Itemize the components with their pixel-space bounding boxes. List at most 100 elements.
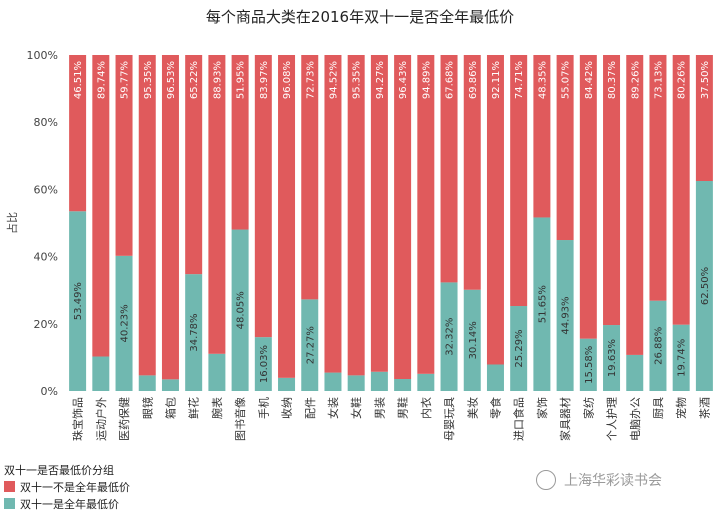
- x-tick-label: 运动户外: [94, 397, 108, 441]
- bar-segment-not-lowest: [417, 55, 435, 374]
- y-tick-label: 100%: [27, 49, 58, 62]
- legend-item-lowest: 双十一是全年最低价: [4, 495, 130, 512]
- bar-segment-not-lowest: [579, 55, 597, 339]
- bar-segment-not-lowest: [278, 55, 296, 378]
- bar-segment-lowest: [463, 289, 481, 391]
- bar-segment-lowest: [579, 338, 597, 391]
- bar-segment-not-lowest: [69, 55, 87, 212]
- bar-segment-lowest: [486, 364, 504, 391]
- bar-segment-not-lowest: [463, 55, 481, 290]
- data-label: 44.93%: [561, 296, 572, 334]
- data-label: 94.52%: [328, 61, 339, 99]
- x-tick-label: 眼镜: [140, 397, 154, 419]
- bar-segment-lowest: [626, 354, 644, 391]
- bar-segment-not-lowest: [347, 55, 365, 376]
- data-label: 94.27%: [375, 61, 386, 99]
- bar-segment-lowest: [161, 379, 179, 391]
- data-label: 48.35%: [537, 61, 548, 99]
- bar-segment-not-lowest: [533, 55, 551, 218]
- bar-segment-lowest: [208, 353, 226, 391]
- data-label: 53.49%: [73, 282, 84, 320]
- data-label: 83.97%: [259, 61, 270, 99]
- legend-title: 双十一是否最低价分组: [4, 464, 114, 477]
- bar-segment-lowest: [185, 274, 203, 391]
- x-tick-label: 厨具: [652, 397, 665, 419]
- y-tick-label: 0%: [41, 385, 58, 398]
- data-label: 88.93%: [212, 61, 223, 99]
- data-label: 80.26%: [677, 61, 688, 99]
- bar-segment-lowest: [92, 356, 110, 391]
- data-label: 59.77%: [120, 61, 131, 99]
- x-tick-label: 家纺: [581, 397, 595, 419]
- data-label: 67.68%: [445, 61, 456, 99]
- bar-segment-not-lowest: [185, 55, 203, 275]
- data-label: 92.11%: [491, 61, 502, 99]
- bar-segment-not-lowest: [231, 55, 249, 230]
- data-label: 25.29%: [514, 329, 525, 367]
- bar-segment-not-lowest: [301, 55, 319, 300]
- data-label: 73.13%: [653, 61, 664, 99]
- bar-segment-not-lowest: [138, 55, 156, 376]
- data-label: 96.43%: [398, 61, 409, 99]
- x-tick-label: 配件: [304, 397, 317, 419]
- bar-segment-not-lowest: [370, 55, 388, 372]
- bar-segment-lowest: [417, 373, 435, 391]
- legend-label: 双十一是全年最低价: [20, 497, 119, 511]
- bar-segment-lowest: [556, 240, 574, 391]
- bar-segment-lowest: [533, 217, 551, 391]
- bar-segment-lowest: [672, 324, 690, 391]
- data-label: 51.65%: [537, 285, 548, 323]
- bar-segment-lowest: [301, 299, 319, 391]
- data-label: 96.08%: [282, 61, 293, 99]
- bar-segment-lowest: [254, 337, 272, 391]
- data-label: 30.14%: [468, 321, 479, 359]
- chart-title: 每个商品大类在2016年双十一是否全年最低价: [205, 8, 515, 26]
- x-tick-label: 内衣: [419, 397, 433, 419]
- x-tick-label: 医药保健: [117, 397, 131, 441]
- data-label: 94.89%: [421, 61, 432, 99]
- data-label: 19.63%: [607, 339, 618, 377]
- data-label: 55.07%: [561, 61, 572, 99]
- x-tick-label: 家饰: [535, 397, 549, 419]
- y-tick-label: 60%: [34, 183, 58, 196]
- data-label: 26.88%: [653, 327, 664, 365]
- bar-segment-not-lowest: [208, 55, 226, 354]
- data-label: 65.22%: [189, 61, 200, 99]
- bar-segment-lowest: [440, 282, 458, 391]
- bar-segment-not-lowest: [324, 55, 342, 373]
- x-tick-label: 箱包: [163, 397, 177, 419]
- data-label: 48.05%: [236, 291, 247, 329]
- x-tick-label: 宠物: [674, 397, 688, 419]
- data-label: 69.86%: [468, 61, 479, 99]
- data-label: 34.78%: [189, 313, 200, 351]
- data-label: 84.42%: [584, 61, 595, 99]
- data-label: 15.58%: [584, 346, 595, 384]
- bar-segment-lowest: [370, 371, 388, 391]
- data-label: 62.50%: [700, 267, 711, 305]
- x-tick-label: 进口食品: [512, 397, 526, 441]
- bar-segment-lowest: [347, 375, 365, 391]
- bar-segment-lowest: [324, 372, 342, 391]
- x-tick-label: 珠宝饰品: [71, 397, 85, 441]
- bar-segment-not-lowest: [394, 55, 412, 380]
- x-tick-label: 图书音像: [233, 397, 247, 441]
- bar-segment-lowest: [138, 375, 156, 391]
- x-tick-label: 腕表: [210, 397, 224, 419]
- bar-segment-not-lowest: [92, 55, 110, 357]
- data-label: 95.35%: [143, 61, 154, 99]
- legend-label: 双十一不是全年最低价: [20, 480, 130, 494]
- watermark: 上海华彩读书会: [536, 470, 662, 490]
- data-label: 95.35%: [352, 61, 363, 99]
- x-tick-label: 男装: [373, 397, 386, 419]
- bar-segment-not-lowest: [486, 55, 504, 365]
- x-tick-label: 手机: [256, 397, 270, 419]
- bar-segment-not-lowest: [603, 55, 621, 326]
- x-tick-label: 男鞋: [396, 397, 410, 419]
- wechat-logo-icon: [536, 470, 556, 490]
- bar-segment-not-lowest: [695, 55, 713, 181]
- y-tick-label: 20%: [34, 318, 58, 331]
- x-tick-label: 女鞋: [349, 397, 363, 419]
- data-label: 32.32%: [445, 318, 456, 356]
- bar-segment-not-lowest: [556, 55, 574, 241]
